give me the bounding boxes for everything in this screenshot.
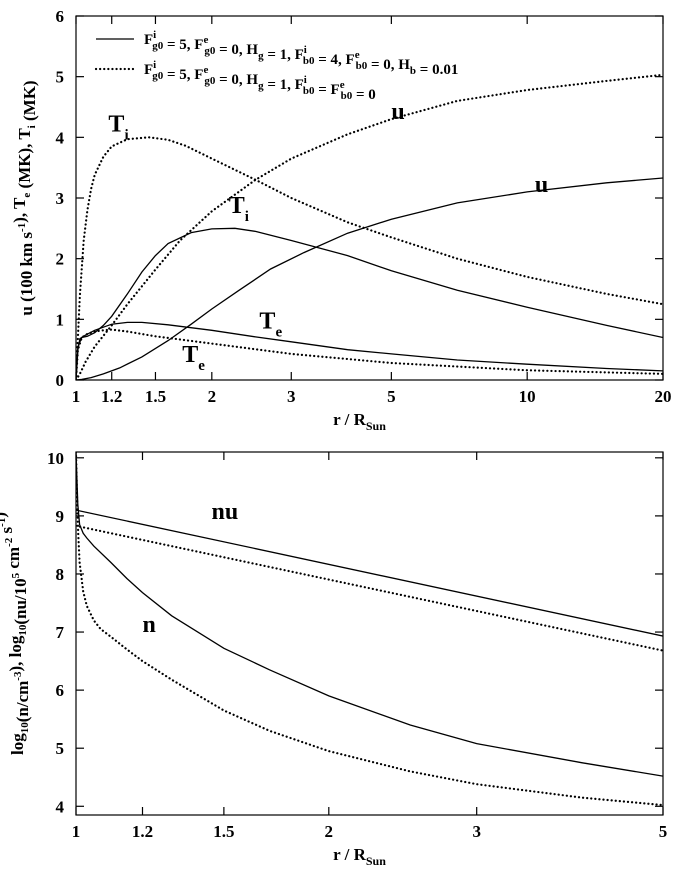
y-tick-label: 6 — [56, 681, 65, 700]
legend-superscript: i — [304, 74, 307, 86]
curve-annotation: Ti — [108, 111, 128, 143]
curve-annotation: Te — [259, 308, 282, 340]
y-tick-label: 4 — [56, 797, 65, 816]
legend-subscript: g0 — [204, 45, 216, 57]
curve-annotation: Te — [182, 342, 205, 374]
x-tick-label: 3 — [287, 387, 296, 406]
legend-entry: Fi g0 = 5, Fe g0 = 0, Hg = 1, Fi b0 = Fe b0 … — [144, 59, 376, 103]
x-tick-label: 1.5 — [213, 822, 234, 841]
y-axis-label: log10(n/cm-3), log10(nu/105 cm-2 s-1) — [0, 512, 32, 755]
legend-subscript: b0 — [303, 55, 315, 67]
y-tick-label: 6 — [56, 7, 65, 26]
series-t-i-solid — [76, 227, 663, 380]
y-tick-label: 5 — [56, 68, 65, 87]
legend-subscript: b0 — [303, 85, 315, 97]
y-axis-label: u (100 km s-1), Te (MK), Ti (MK) — [10, 80, 39, 315]
legend-superscript: e — [355, 49, 360, 61]
series-t-e-dotted — [76, 328, 663, 380]
x-tick-label: 5 — [659, 822, 668, 841]
legend-superscript: i — [153, 59, 156, 71]
series-t-e-solid — [76, 321, 663, 380]
x-tick-label: 1.5 — [145, 387, 166, 406]
x-tick-label: 10 — [519, 387, 536, 406]
curve-annotation: Ti — [229, 193, 249, 225]
legend-subscript: g0 — [152, 70, 164, 82]
y-tick-label: 9 — [56, 507, 65, 526]
series-u-dotted — [76, 73, 663, 380]
legend-superscript: i — [304, 44, 307, 56]
curve-annotation: u — [391, 99, 404, 125]
legend-superscript: e — [203, 34, 208, 46]
y-tick-label: 10 — [47, 449, 64, 468]
curve-annotation: u — [535, 172, 548, 198]
series-nu-solid — [76, 509, 663, 637]
legend-subscript: g0 — [204, 75, 216, 87]
x-tick-label: 1 — [72, 387, 81, 406]
legend-subscript: b0 — [341, 90, 353, 102]
bottom-chart-panel: 1 1.2 1.5 2 3 5 4 5 6 7 8 9 10 r / RSun log10(n/cm-3),… — [0, 449, 667, 868]
y-tick-label: 0 — [56, 371, 65, 390]
x-tick-label: 2 — [325, 822, 334, 841]
y-tick-label: 4 — [56, 128, 65, 147]
x-tick-label: 20 — [655, 387, 672, 406]
curve-annotation: n — [142, 612, 155, 638]
plot-frame — [75, 451, 664, 816]
y-tick-label: 5 — [56, 739, 65, 758]
legend-superscript: i — [153, 29, 156, 41]
legend-subscript: g0 — [152, 40, 164, 52]
y-tick-label: 2 — [56, 250, 65, 269]
y-tick-label: 7 — [56, 623, 65, 642]
curve-annotation: nu — [212, 499, 239, 525]
y-tick-label: 3 — [56, 189, 65, 208]
x-tick-label: 1 — [72, 822, 81, 841]
x-tick-label: 5 — [387, 387, 396, 406]
x-axis-label: r / RSun — [333, 410, 386, 433]
x-tick-label: 1.2 — [101, 387, 122, 406]
x-axis-label: r / RSun — [333, 845, 386, 868]
x-tick-label: 3 — [472, 822, 481, 841]
y-tick-label: 8 — [56, 565, 65, 584]
legend-superscript: e — [340, 79, 345, 91]
series-u-solid — [76, 177, 663, 380]
legend-entry: Fi g0 = 5, Fe g0 = 0, Hg = 1, Fi b0 = 4, Fe… — [144, 29, 458, 78]
legend-superscript: e — [203, 64, 208, 76]
series-n-dotted — [76, 452, 663, 807]
series-t-i-dotted — [76, 136, 663, 380]
series-nu-dotted — [76, 524, 663, 652]
x-tick-label: 1.2 — [132, 822, 153, 841]
y-tick-label: 1 — [56, 310, 65, 329]
legend-subscript: b0 — [356, 60, 368, 72]
x-tick-label: 2 — [208, 387, 217, 406]
series-n-solid — [76, 452, 663, 777]
